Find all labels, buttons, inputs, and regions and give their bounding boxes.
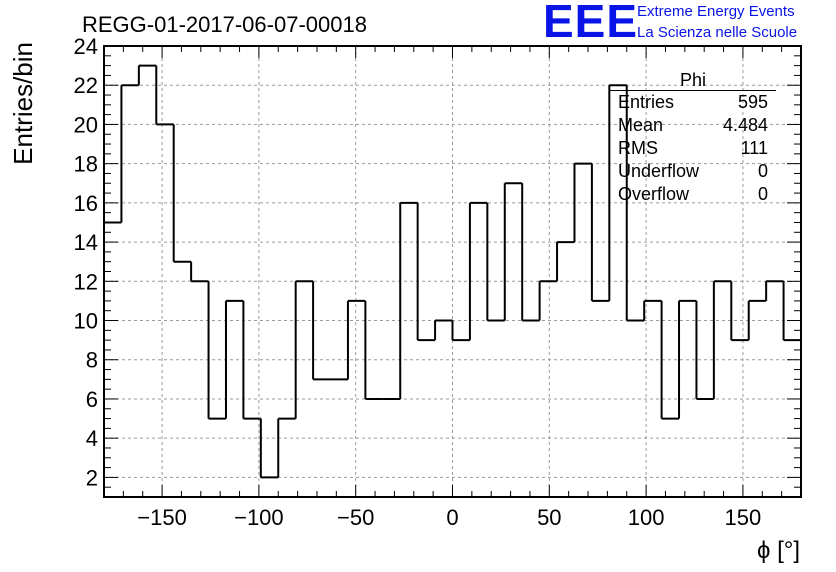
x-tick-label: −50 xyxy=(337,505,374,530)
plot-title: REGG-01-2017-06-07-00018 xyxy=(82,12,367,37)
y-axis-label: Entries/bin xyxy=(8,42,38,165)
x-tick-label: 150 xyxy=(725,505,762,530)
y-tick-label: 4 xyxy=(86,426,98,451)
stats-title: Phi xyxy=(610,70,776,91)
stats-value: 4.484 xyxy=(722,115,768,135)
y-tick-label: 8 xyxy=(86,348,98,373)
stats-row-overflow: Overflow 0 xyxy=(610,183,776,206)
stats-value: 595 xyxy=(737,92,768,112)
stats-row-mean: Mean 4.484 xyxy=(610,114,776,137)
y-tick-label: 18 xyxy=(74,152,98,177)
y-tick-label: 10 xyxy=(74,309,98,334)
y-tick-label: 22 xyxy=(74,73,98,98)
y-tick-label: 2 xyxy=(86,465,98,490)
y-tick-label: 12 xyxy=(74,269,98,294)
stats-label: Mean xyxy=(618,115,664,135)
y-tick-label: 16 xyxy=(74,191,98,216)
x-tick-label: 0 xyxy=(446,505,458,530)
stats-label: Entries xyxy=(618,92,675,112)
x-tick-label: 50 xyxy=(537,505,561,530)
stats-value: 111 xyxy=(740,138,768,158)
y-tick-label: 6 xyxy=(86,387,98,412)
stats-label: RMS xyxy=(618,138,658,158)
stats-row-rms: RMS 111 xyxy=(610,137,776,160)
stats-box: Phi Entries 595 Mean 4.484 RMS 111 Under… xyxy=(610,70,776,206)
y-tick-label: 20 xyxy=(74,112,98,137)
eee-logo: EEE xyxy=(543,0,639,47)
logo-line-1: Extreme Energy Events xyxy=(637,3,795,20)
x-tick-label: −150 xyxy=(137,505,187,530)
stats-value: 0 xyxy=(757,161,768,181)
stats-label: Overflow xyxy=(618,184,690,204)
logo-line-2: La Scienza nelle Scuole xyxy=(637,24,798,41)
stats-label: Underflow xyxy=(618,161,700,181)
stats-value: 0 xyxy=(757,184,768,204)
x-axis-label: ϕ [°] xyxy=(757,537,800,564)
stats-row-entries: Entries 595 xyxy=(610,91,776,114)
y-tick-label: 24 xyxy=(74,34,98,59)
x-tick-label: 100 xyxy=(628,505,665,530)
y-tick-label: 14 xyxy=(74,230,98,255)
x-tick-label: −100 xyxy=(234,505,284,530)
stats-row-underflow: Underflow 0 xyxy=(610,160,776,183)
